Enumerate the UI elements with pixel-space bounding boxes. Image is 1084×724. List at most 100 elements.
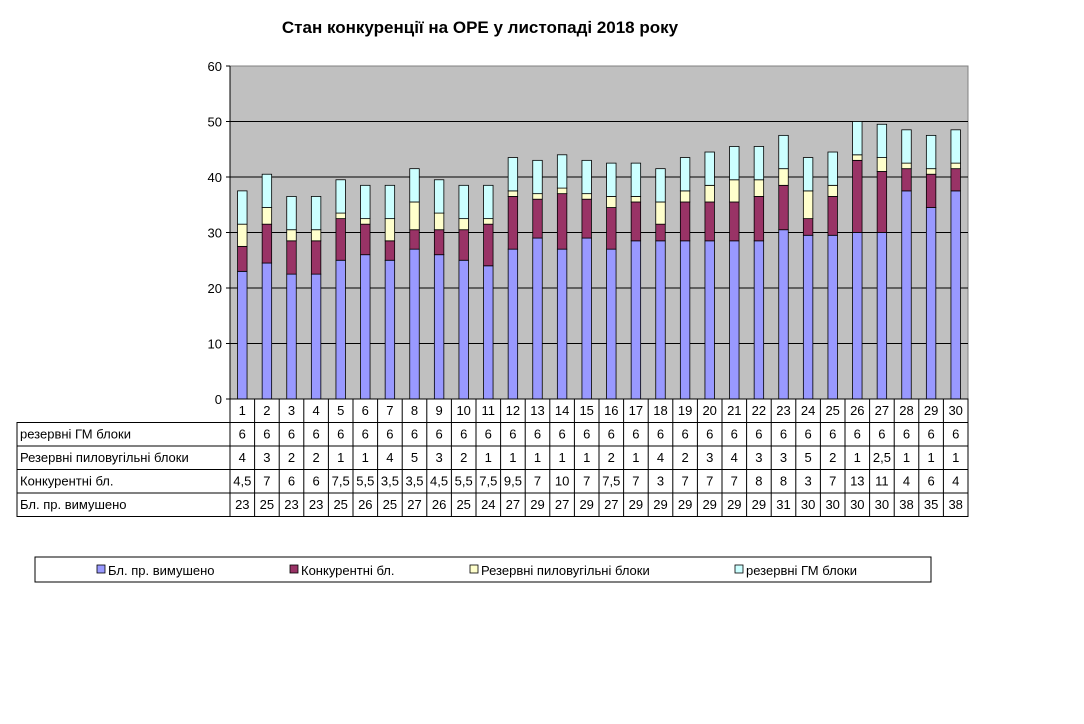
bar-segment [901, 168, 912, 192]
data-label: 5 [411, 450, 418, 465]
y-tick-label: 60 [208, 59, 222, 74]
data-label: 1 [854, 450, 861, 465]
legend: Бл. пр. вимушено Конкурентні бл. Резервні … [34, 556, 932, 583]
data-label: 1 [362, 450, 369, 465]
data-label: 6 [435, 427, 442, 442]
y-tick-label: 30 [208, 226, 222, 241]
bar-segment [827, 184, 838, 197]
legend-box [34, 556, 932, 583]
bar-segment [581, 237, 592, 400]
x-tick-label: 30 [948, 403, 962, 418]
data-label: 8 [755, 474, 762, 489]
bar-segment [409, 201, 420, 231]
data-label: 29 [530, 497, 544, 512]
table-row-label: резервні ГМ блоки [20, 427, 131, 442]
data-label: 38 [948, 497, 962, 512]
bar-segment [876, 123, 888, 158]
data-label: 1 [903, 450, 910, 465]
bar-segment [286, 240, 297, 275]
bar-segment [261, 173, 273, 208]
bar-segment [778, 168, 789, 186]
data-label: 6 [460, 427, 467, 442]
bar-segment [310, 229, 322, 242]
data-label: 7 [706, 474, 713, 489]
data-label: 2 [288, 450, 295, 465]
legend-label: Бл. пр. вимушено [108, 563, 215, 578]
bar-segment [704, 240, 715, 400]
bar-segment [581, 159, 592, 195]
bar-segment [679, 190, 691, 203]
data-label: 25 [383, 497, 397, 512]
bar-segment [901, 162, 912, 170]
bar-segment [876, 171, 888, 233]
bar-segment [433, 179, 445, 214]
bar-segment [655, 201, 666, 225]
bar-segment [286, 229, 297, 242]
bar-segment [458, 184, 469, 220]
bar-segment [409, 248, 420, 400]
data-label: 2 [829, 450, 836, 465]
data-label: 6 [878, 427, 885, 442]
bar-segment [409, 168, 420, 203]
data-label: 6 [239, 427, 246, 442]
bar-segment [237, 223, 248, 247]
x-tick-label: 9 [435, 403, 442, 418]
data-label: 29 [678, 497, 692, 512]
bar-segment [950, 168, 961, 192]
x-tick-label: 27 [875, 403, 889, 418]
bar-segment [778, 229, 789, 400]
bar-segment [630, 162, 642, 197]
data-label: 6 [927, 427, 934, 442]
bar-segment [876, 232, 888, 400]
bar-segment [335, 179, 346, 214]
bar-segment [925, 173, 937, 208]
data-label: 3 [435, 450, 442, 465]
data-label: 6 [386, 427, 393, 442]
data-label: 3,5 [381, 474, 399, 489]
bar-segment [802, 157, 814, 192]
x-tick-label: 17 [629, 403, 643, 418]
bar-segment [679, 157, 691, 192]
bar-segment [606, 162, 617, 197]
bar-segment [729, 201, 740, 242]
data-label: 2 [681, 450, 688, 465]
bar-segment [950, 162, 961, 170]
x-tick-label: 18 [653, 403, 667, 418]
data-label: 23 [309, 497, 323, 512]
data-label: 3 [706, 450, 713, 465]
data-label: 1 [337, 450, 344, 465]
bar-segment [753, 179, 765, 197]
bar-segment [532, 193, 543, 200]
data-label: 1 [952, 450, 959, 465]
bar-segment [237, 245, 248, 272]
legend-swatch [289, 564, 299, 574]
data-label: 3 [804, 474, 811, 489]
bar-segment [507, 190, 519, 197]
bar-segment [729, 240, 740, 400]
bar-segment [925, 207, 937, 400]
legend-swatch [469, 564, 479, 574]
x-tick-label: 8 [411, 403, 418, 418]
data-label: 7 [731, 474, 738, 489]
data-label: 25 [333, 497, 347, 512]
data-label: 27 [407, 497, 421, 512]
bar-segment [679, 240, 691, 400]
data-label: 26 [432, 497, 446, 512]
data-label: 1 [558, 450, 565, 465]
bar-segment [237, 270, 248, 400]
data-label: 3,5 [405, 474, 423, 489]
bar-segment [925, 134, 937, 170]
bar-segment [335, 212, 346, 220]
bar-segment [630, 196, 642, 203]
data-label: 3 [263, 450, 270, 465]
y-tick-label: 40 [208, 170, 222, 185]
bar-segment [532, 198, 543, 239]
data-label: 10 [555, 474, 569, 489]
data-label: 29 [579, 497, 593, 512]
data-label: 4 [239, 450, 246, 465]
data-label: 6 [804, 427, 811, 442]
data-label: 6 [312, 427, 319, 442]
bar-segment [360, 184, 371, 220]
x-tick-label: 29 [924, 403, 938, 418]
data-label: 4,5 [430, 474, 448, 489]
